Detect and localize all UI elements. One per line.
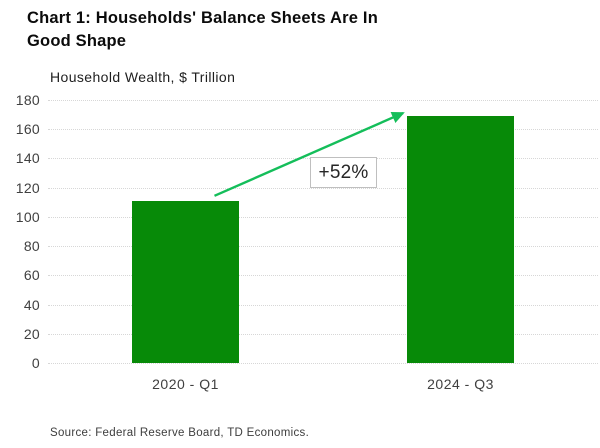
gridline	[48, 100, 598, 101]
y-axis-tick-label: 60	[23, 267, 40, 284]
x-axis-tick-label: 2024 - Q3	[427, 376, 494, 392]
gridline	[48, 304, 598, 306]
gridline	[48, 333, 598, 335]
y-axis-tick-label: 100	[15, 208, 40, 225]
chart-title: Chart 1: Households' Balance Sheets Are …	[27, 7, 378, 53]
gridline	[48, 363, 598, 364]
bar-2024-q3	[407, 116, 514, 363]
chart-title-line1: Chart 1: Households' Balance Sheets Are …	[27, 9, 378, 27]
source-note: Source: Federal Reserve Board, TD Econom…	[50, 427, 310, 439]
y-axis-tick-label: 80	[23, 238, 40, 255]
gridline	[48, 216, 598, 218]
plot-area	[48, 100, 598, 364]
y-axis-tick-label: 120	[15, 179, 40, 196]
y-axis-tick-label: 140	[15, 150, 40, 167]
y-axis-tick-label: 40	[23, 296, 40, 313]
bar-2020-q1	[132, 200, 239, 363]
x-axis-tick-label: 2020 - Q1	[152, 376, 219, 392]
y-axis-tick-label: 160	[15, 121, 40, 138]
gridline	[48, 129, 598, 131]
gridline	[48, 275, 598, 277]
chart-title-line2: Good Shape	[27, 32, 127, 50]
y-axis-title: Household Wealth, $ Trillion	[50, 69, 236, 85]
growth-annotation-label: +52%	[310, 157, 377, 188]
gridline	[48, 246, 598, 248]
y-axis-tick-label: 0	[31, 355, 40, 371]
y-axis-tick-label: 20	[23, 325, 40, 342]
y-axis-tick-label: 180	[15, 92, 40, 108]
